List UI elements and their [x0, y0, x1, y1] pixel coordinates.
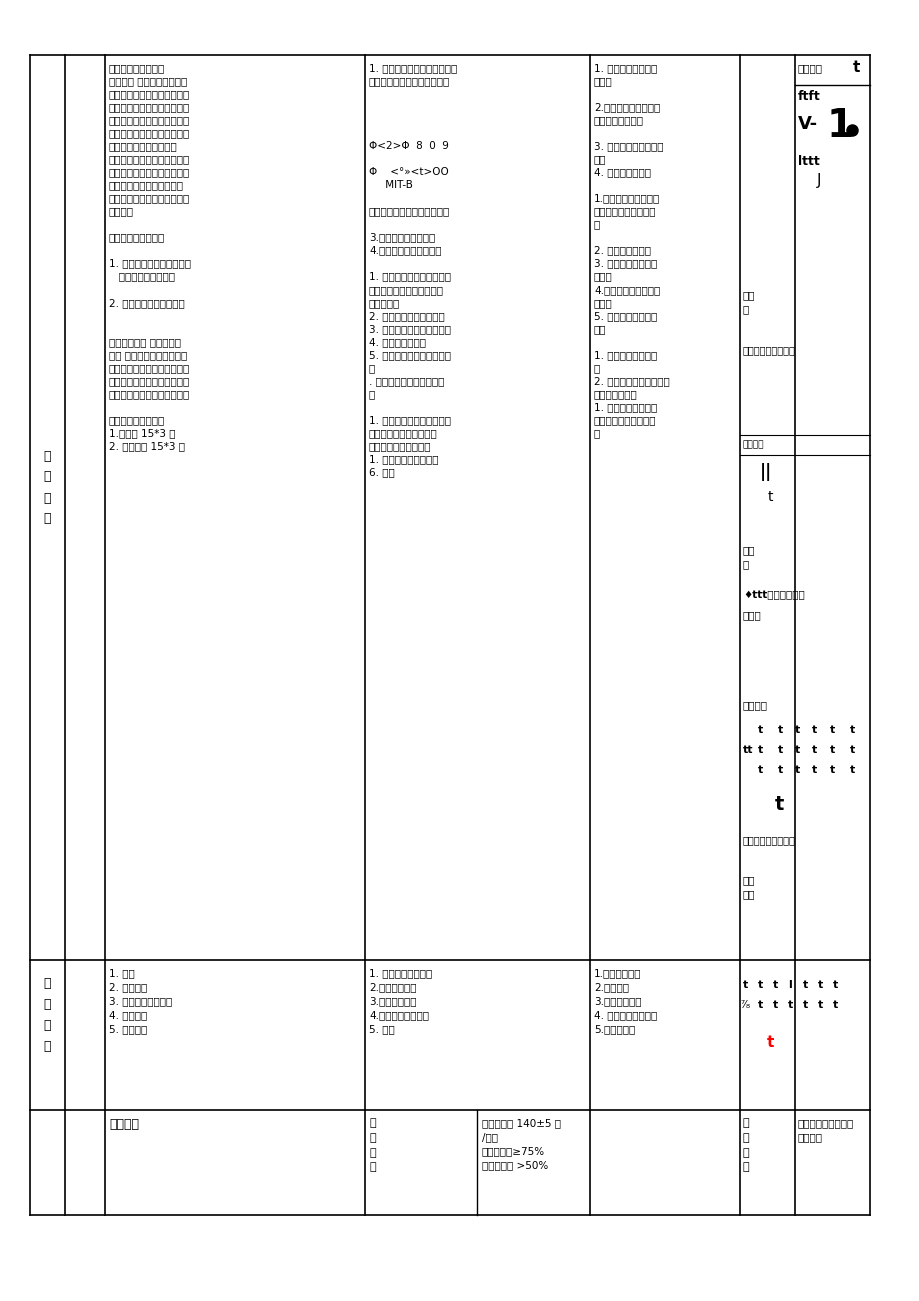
- Text: 1. 教师带领学生放松
2.引导学生总结
3.布置课后练习
4.组织学生回收器材
5. 下课: 1. 教师带领学生放松 2.引导学生总结 3.布置课后练习 4.组织学生回收器材…: [369, 968, 432, 1034]
- Text: l: l: [788, 980, 791, 990]
- Text: 1. 讲解示范动作（主要体验据
球、持球的方法和预备姿势）




Φ<2>Φ  8  0  9

Φ    <°»<t>OO
     MIT-B

激发学生: 1. 讲解示范动作（主要体验据 球、持球的方法和预备姿势） Φ<2>Φ 8 0 …: [369, 62, 457, 477]
- Text: t: t: [777, 765, 782, 775]
- Text: t: t: [832, 980, 837, 990]
- Text: 注意安: 注意安: [743, 610, 761, 621]
- Text: t: t: [743, 980, 747, 990]
- Text: t: t: [772, 1000, 777, 1010]
- Text: 组织形式: 组织形式: [743, 440, 764, 449]
- Text: t: t: [802, 1000, 808, 1010]
- Text: t: t: [757, 1000, 763, 1010]
- Text: 预
计
负
荷: 预 计 负 荷: [369, 1118, 376, 1172]
- Text: t: t: [767, 490, 773, 503]
- Text: 求：注意安全，认真: 求：注意安全，认真: [743, 345, 795, 355]
- Text: t: t: [852, 60, 859, 75]
- Text: t: t: [757, 725, 763, 735]
- Text: t: t: [849, 745, 855, 755]
- Text: 结
束
部
分: 结 束 部 分: [44, 977, 51, 1053]
- Text: t: t: [829, 725, 834, 735]
- Text: 1: 1: [826, 107, 853, 144]
- Text: t: t: [811, 725, 816, 735]
- Text: t: t: [794, 765, 800, 775]
- Text: t: t: [817, 980, 823, 990]
- Text: t: t: [849, 765, 855, 775]
- Text: 平均心率： 140±5 次
/分钟
群体密度：≥75%
个体密度： >50%: 平均心率： 140±5 次 /分钟 群体密度：≥75% 个体密度： >50%: [482, 1118, 561, 1170]
- Text: t: t: [774, 795, 784, 814]
- Text: ftft: ftft: [797, 90, 820, 103]
- Text: 场
地
器
材: 场 地 器 材: [743, 1118, 749, 1172]
- Text: ||: ||: [759, 463, 771, 481]
- Text: V-: V-: [797, 114, 817, 133]
- Text: t: t: [772, 980, 777, 990]
- Text: ⁷⁄₈: ⁷⁄₈: [740, 1000, 750, 1010]
- Text: t: t: [832, 1000, 837, 1010]
- Text: t: t: [757, 745, 763, 755]
- Text: t: t: [811, 765, 816, 775]
- Text: 要求
全: 要求 全: [743, 545, 754, 569]
- Text: 篮球场，实心球，挂
图，音响: 篮球场，实心球，挂 图，音响: [797, 1118, 854, 1142]
- Text: t: t: [802, 980, 808, 990]
- Text: t: t: [811, 745, 816, 755]
- Text: 《学练二》自主学习
动作要点 以右手推实心球为
例，握球手指自然分开，把球
放在食指，中指，无名指的指
根上，大拇指和小指支撑。在
球的两侧，屈腕，掌心空出，
: 《学练二》自主学习 动作要点 以右手推实心球为 例，握球手指自然分开，把球 放在…: [108, 62, 191, 451]
- Text: 要求
安全: 要求 安全: [743, 876, 754, 899]
- Text: t: t: [794, 725, 800, 735]
- Text: t: t: [757, 765, 763, 775]
- Text: tt: tt: [743, 745, 753, 755]
- Text: J: J: [816, 173, 821, 189]
- Text: t: t: [766, 1036, 774, 1050]
- Text: ♦ttt：积极学练，: ♦ttt：积极学练，: [743, 589, 804, 600]
- Text: t: t: [788, 1000, 792, 1010]
- Text: 1. 放松
2. 师生总结
3. 布置课后练习作业
4. 回收器材
5. 师生再见: 1. 放松 2. 师生总结 3. 布置课后练习作业 4. 回收器材 5. 师生再…: [108, 968, 172, 1034]
- Text: 1. 认真观看动作细节
和要领

2.按要求分组，同伴间
相互鼓励进行学习

3. 大胆尝试，相互探讨
练习
4. 认真听取教师点

1.观看示范，与自身进
行: 1. 认真观看动作细节 和要领 2.按要求分组，同伴间 相互鼓励进行学习 3. …: [594, 62, 669, 438]
- Text: t: t: [777, 745, 782, 755]
- Text: t: t: [849, 725, 855, 735]
- Text: t: t: [794, 745, 800, 755]
- Text: lttt: lttt: [797, 155, 819, 168]
- Text: t: t: [777, 725, 782, 735]
- Text: 组织队形: 组织队形: [743, 700, 767, 710]
- Text: t: t: [817, 1000, 823, 1010]
- Text: t: t: [757, 980, 763, 990]
- Text: 组织形式: 组织形式: [797, 62, 823, 73]
- Text: 教学反思: 教学反思: [108, 1118, 139, 1131]
- Text: ：认真，积极，注意: ：认真，积极，注意: [743, 835, 795, 846]
- Text: t: t: [829, 765, 834, 775]
- Text: 基
本
部
分: 基 本 部 分: [44, 450, 51, 526]
- Text: 1.认真放松练习
2.跟随总结
3.记住课后练习
4. 积极认真回收器材
5.向老师再见: 1.认真放松练习 2.跟随总结 3.记住课后练习 4. 积极认真回收器材 5.向…: [594, 968, 656, 1034]
- Text: t: t: [829, 745, 834, 755]
- Text: 要学
练: 要学 练: [743, 290, 754, 314]
